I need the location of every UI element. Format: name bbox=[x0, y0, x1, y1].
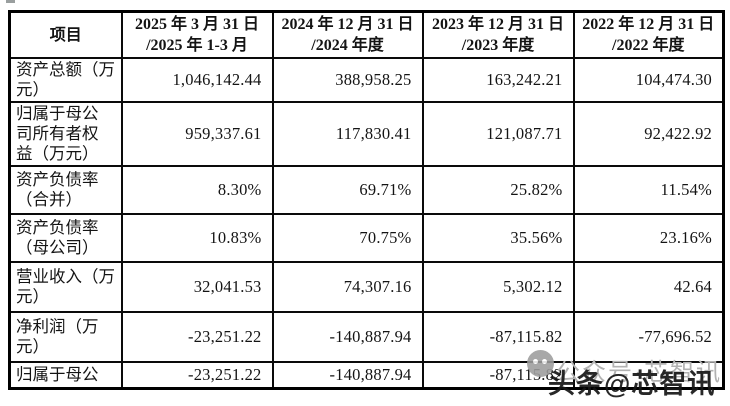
cell-value: -77,696.52 bbox=[572, 311, 725, 363]
cell-value: 23.16% bbox=[572, 213, 725, 263]
cell-value: 92,422.92 bbox=[572, 101, 725, 167]
cell-value: 121,087.71 bbox=[421, 101, 575, 167]
cell-value: 35.56% bbox=[421, 213, 575, 263]
row-label: 资产负债率 （母公司） bbox=[8, 213, 123, 263]
cell-value: 70.75% bbox=[271, 213, 424, 263]
row-label: 归属于母公 bbox=[8, 361, 123, 389]
cell-value: 163,242.21 bbox=[421, 57, 575, 103]
table-row-parent-truncated: 归属于母公 -23,251.22 -140,887.94 -87,115.82 bbox=[8, 361, 725, 389]
cell-value: 1,046,142.44 bbox=[120, 57, 274, 103]
column-header-2025: 2025 年 3 月 31 日 /2025 年 1-3 月 bbox=[120, 10, 274, 59]
cell-value: -23,251.22 bbox=[120, 361, 274, 389]
table-header-row: 项目 2025 年 3 月 31 日 /2025 年 1-3 月 2024 年 … bbox=[8, 10, 725, 59]
row-label: 净利润（万 元） bbox=[8, 311, 123, 363]
cell-value: -87,115.82 bbox=[421, 311, 575, 363]
row-label: 营业收入（万 元） bbox=[8, 261, 123, 313]
table-row-debt-ratio-parent: 资产负债率 （母公司） 10.83% 70.75% 35.56% 23.16% bbox=[8, 213, 725, 263]
cell-value: 11.54% bbox=[572, 165, 725, 215]
cell-value: 388,958.25 bbox=[271, 57, 424, 103]
cell-value: 69.71% bbox=[271, 165, 424, 215]
cell-value: 5,302.12 bbox=[421, 261, 575, 313]
financial-summary-table: 项目 2025 年 3 月 31 日 /2025 年 1-3 月 2024 年 … bbox=[8, 10, 725, 390]
column-header-2024: 2024 年 12 月 31 日 /2024 年度 bbox=[271, 10, 424, 59]
row-label: 资产负债率 （合并） bbox=[8, 165, 123, 215]
table-row-debt-ratio-consolidated: 资产负债率 （合并） 8.30% 69.71% 25.82% 11.54% bbox=[8, 165, 725, 215]
cell-value: 32,041.53 bbox=[120, 261, 274, 313]
cell-value: -140,887.94 bbox=[271, 361, 424, 389]
scan-artifact-dash bbox=[6, 0, 15, 3]
column-header-item: 项目 bbox=[8, 10, 123, 59]
cell-value: 25.82% bbox=[421, 165, 575, 215]
column-header-2022: 2022 年 12 月 31 日 /2022 年度 bbox=[572, 10, 725, 59]
row-label: 资产总额（万 元） bbox=[8, 57, 123, 103]
cell-value: 10.83% bbox=[120, 213, 274, 263]
table-row-net-profit: 净利润（万 元） -23,251.22 -140,887.94 -87,115.… bbox=[8, 311, 725, 363]
cell-value: -23,251.22 bbox=[120, 311, 274, 363]
cell-value: -87,115.82 bbox=[421, 361, 575, 389]
table-row-total-assets: 资产总额（万 元） 1,046,142.44 388,958.25 163,24… bbox=[8, 57, 725, 103]
cell-value: 8.30% bbox=[120, 165, 274, 215]
cell-value: 959,337.61 bbox=[120, 101, 274, 167]
table-row-parent-equity: 归属于母公 司所有者权 益（万元） 959,337.61 117,830.41 … bbox=[8, 101, 725, 167]
cell-value: 117,830.41 bbox=[271, 101, 424, 167]
cell-value: 74,307.16 bbox=[271, 261, 424, 313]
cell-value: 42.64 bbox=[572, 261, 725, 313]
column-header-2023: 2023 年 12 月 31 日 /2023 年度 bbox=[421, 10, 575, 59]
cell-value bbox=[572, 361, 725, 389]
cell-value: -140,887.94 bbox=[271, 311, 424, 363]
cell-value: 104,474.30 bbox=[572, 57, 725, 103]
table-row-operating-revenue: 营业收入（万 元） 32,041.53 74,307.16 5,302.12 4… bbox=[8, 261, 725, 313]
row-label: 归属于母公 司所有者权 益（万元） bbox=[8, 101, 123, 167]
